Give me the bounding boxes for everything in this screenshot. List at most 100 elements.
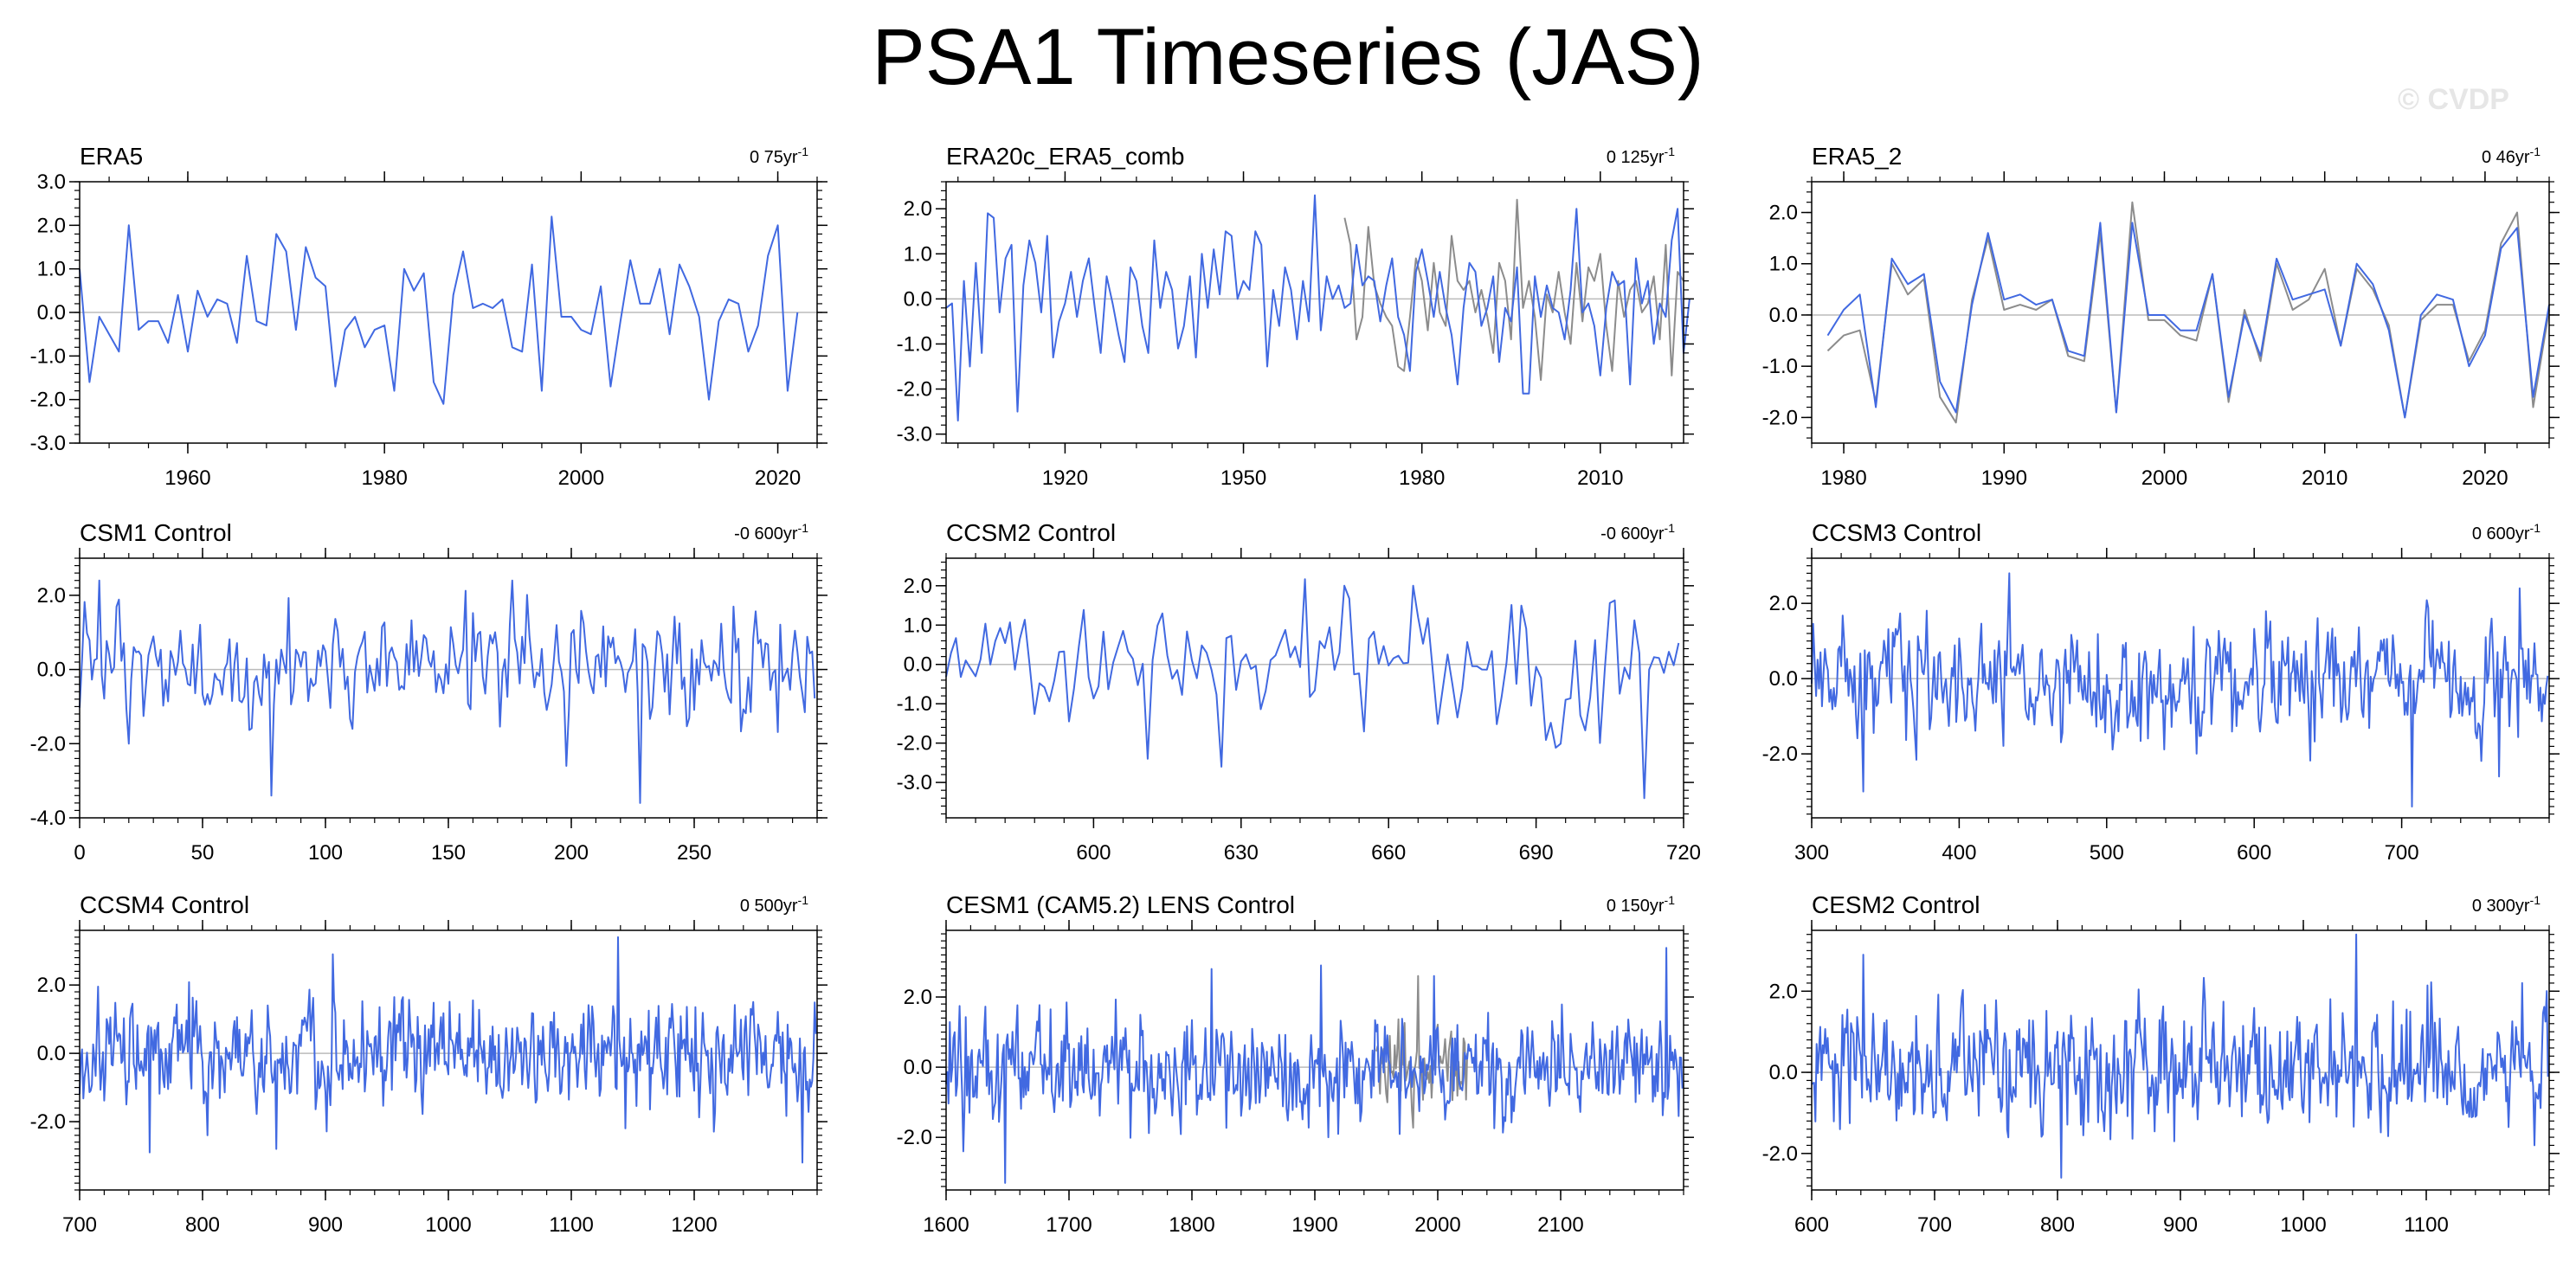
rate-exponent: -1 — [2530, 893, 2541, 907]
y-tick-label: 0.0 — [904, 653, 932, 677]
y-tick-label: 2.0 — [37, 214, 66, 237]
rate-exponent: -1 — [798, 145, 809, 158]
trend-rate-label: -0 600yr-1 — [1600, 521, 1675, 543]
x-tick-label: 1980 — [1399, 466, 1445, 490]
panel-9: CESM2 Control 0 300yr-1 -2.0 0.0 2.0 600 700 80… — [1762, 891, 2560, 1237]
x-tick-label: 600 — [1076, 841, 1111, 865]
panel-5: CCSM2 Control -0 600yr-1 -3.0 -2.0 -1.0 0.0 1.… — [897, 519, 1701, 865]
panel-8: CESM1 (CAM5.2) LENS Control 0 150yr-1 -2.0… — [897, 891, 1694, 1237]
y-tick-label: -2.0 — [1762, 406, 1798, 429]
x-tick-label: 700 — [62, 1213, 97, 1237]
panel-title: CSM1 Control — [80, 519, 232, 546]
x-tick-label: 100 — [308, 841, 343, 865]
x-tick-label: 2100 — [1537, 1213, 1583, 1237]
y-tick-label: 2.0 — [1769, 980, 1798, 1003]
y-tick-label: -2.0 — [897, 732, 932, 756]
panel-title: CESM2 Control — [1812, 891, 1980, 918]
x-tick-label: 2010 — [1577, 466, 1623, 490]
y-tick-label: 1.0 — [37, 258, 66, 281]
x-tick-label: 1800 — [1169, 1213, 1214, 1237]
y-tick-label: -1.0 — [1762, 355, 1798, 378]
x-tick-label: 1990 — [1981, 466, 2027, 490]
rate-exponent: -1 — [798, 893, 809, 907]
x-tick-label: 2020 — [2462, 466, 2508, 490]
x-tick-label: 700 — [1917, 1213, 1952, 1237]
panel-1: ERA5 0 75yr-1 -3.0 -2.0 -1.0 0.0 1.0 2.0 3.0 1960… — [30, 143, 828, 490]
panel-title: CCSM3 Control — [1812, 519, 1981, 546]
x-tick-label: 600 — [1794, 1213, 1829, 1237]
plot-frame — [79, 557, 818, 819]
y-tick-label: 1.0 — [1769, 253, 1798, 276]
series-line-model — [1811, 572, 2549, 807]
series-line-model — [945, 578, 1680, 800]
y-tick-label: 0.0 — [37, 1042, 66, 1065]
x-tick-label: 900 — [2163, 1213, 2198, 1237]
x-tick-label: 2000 — [1414, 1213, 1460, 1237]
trend-rate-label: 0 300yr-1 — [2472, 893, 2541, 916]
trend-rate-label: 0 75yr-1 — [750, 145, 808, 167]
x-tick-label: 800 — [2040, 1213, 2075, 1237]
x-tick-label: 0 — [74, 841, 85, 865]
y-tick-label: 2.0 — [37, 584, 66, 608]
series-line-model — [79, 936, 817, 1164]
y-tick-label: 2.0 — [1769, 202, 1798, 225]
y-tick-label: -2.0 — [30, 732, 66, 756]
series-line-model — [945, 947, 1684, 1184]
x-tick-label: 1600 — [923, 1213, 969, 1237]
plot-frame — [1811, 181, 2550, 444]
x-tick-label: 1950 — [1220, 466, 1266, 490]
x-tick-label: 630 — [1224, 841, 1259, 865]
panel-title: ERA5_2 — [1812, 143, 1902, 170]
x-tick-label: 50 — [191, 841, 215, 865]
y-tick-label: -3.0 — [30, 432, 66, 455]
y-tick-label: -2.0 — [1762, 743, 1798, 766]
x-tick-label: 900 — [308, 1213, 343, 1237]
series-line-model — [1811, 933, 2549, 1179]
x-tick-label: 2020 — [755, 466, 801, 490]
y-tick-label: -2.0 — [30, 389, 66, 412]
x-tick-label: 1900 — [1291, 1213, 1337, 1237]
y-tick-label: -1.0 — [30, 344, 66, 368]
trend-rate-label: -0 600yr-1 — [734, 521, 808, 543]
y-tick-label: 2.0 — [904, 575, 932, 598]
panel-title: ERA5 — [80, 143, 143, 170]
y-tick-label: 2.0 — [904, 986, 932, 1009]
series-line-ERA5 — [79, 215, 799, 405]
x-tick-label: 1920 — [1042, 466, 1088, 490]
x-tick-label: 720 — [1666, 841, 1701, 865]
panel-title: CCSM2 Control — [946, 519, 1116, 546]
x-tick-label: 660 — [1371, 841, 1406, 865]
y-tick-label: 0.0 — [904, 287, 932, 311]
x-tick-label: 1000 — [2280, 1213, 2326, 1237]
panel-2: ERA20c_ERA5_comb 0 125yr-1 -3.0 -2.0 -1.0 0.0… — [897, 143, 1694, 490]
y-tick-label: -2.0 — [897, 378, 932, 402]
series-line-model — [79, 579, 816, 804]
y-tick-label: -4.0 — [30, 807, 66, 830]
series-line-model — [1826, 222, 2550, 419]
rate-exponent: -1 — [2530, 521, 2541, 535]
rate-exponent: -1 — [798, 521, 809, 535]
x-tick-label: 250 — [677, 841, 712, 865]
x-tick-label: 1000 — [425, 1213, 471, 1237]
x-tick-label: 690 — [1519, 841, 1554, 865]
rate-exponent: -1 — [1665, 521, 1676, 535]
y-tick-label: 0.0 — [1769, 667, 1798, 691]
y-tick-label: 0.0 — [1769, 1061, 1798, 1084]
x-tick-label: 1100 — [2404, 1213, 2449, 1237]
x-tick-label: 150 — [431, 841, 466, 865]
panel-title: CCSM4 Control — [80, 891, 249, 918]
series-line-obs — [1343, 198, 1684, 382]
y-tick-label: 1.0 — [904, 614, 932, 637]
trend-rate-label: 0 46yr-1 — [2482, 145, 2541, 167]
x-tick-label: 2010 — [2302, 466, 2347, 490]
x-tick-label: 2000 — [558, 466, 604, 490]
rate-exponent: -1 — [2530, 145, 2541, 158]
x-tick-label: 700 — [2385, 841, 2419, 865]
trend-rate-label: 0 500yr-1 — [740, 893, 808, 916]
y-tick-label: 0.0 — [1769, 304, 1798, 327]
panel-4: CSM1 Control -0 600yr-1 -4.0 -2.0 0.0 2.0 0 50 1… — [30, 519, 828, 865]
x-tick-label: 500 — [2090, 841, 2124, 865]
x-tick-label: 1100 — [549, 1213, 594, 1237]
y-tick-label: 3.0 — [37, 170, 66, 194]
